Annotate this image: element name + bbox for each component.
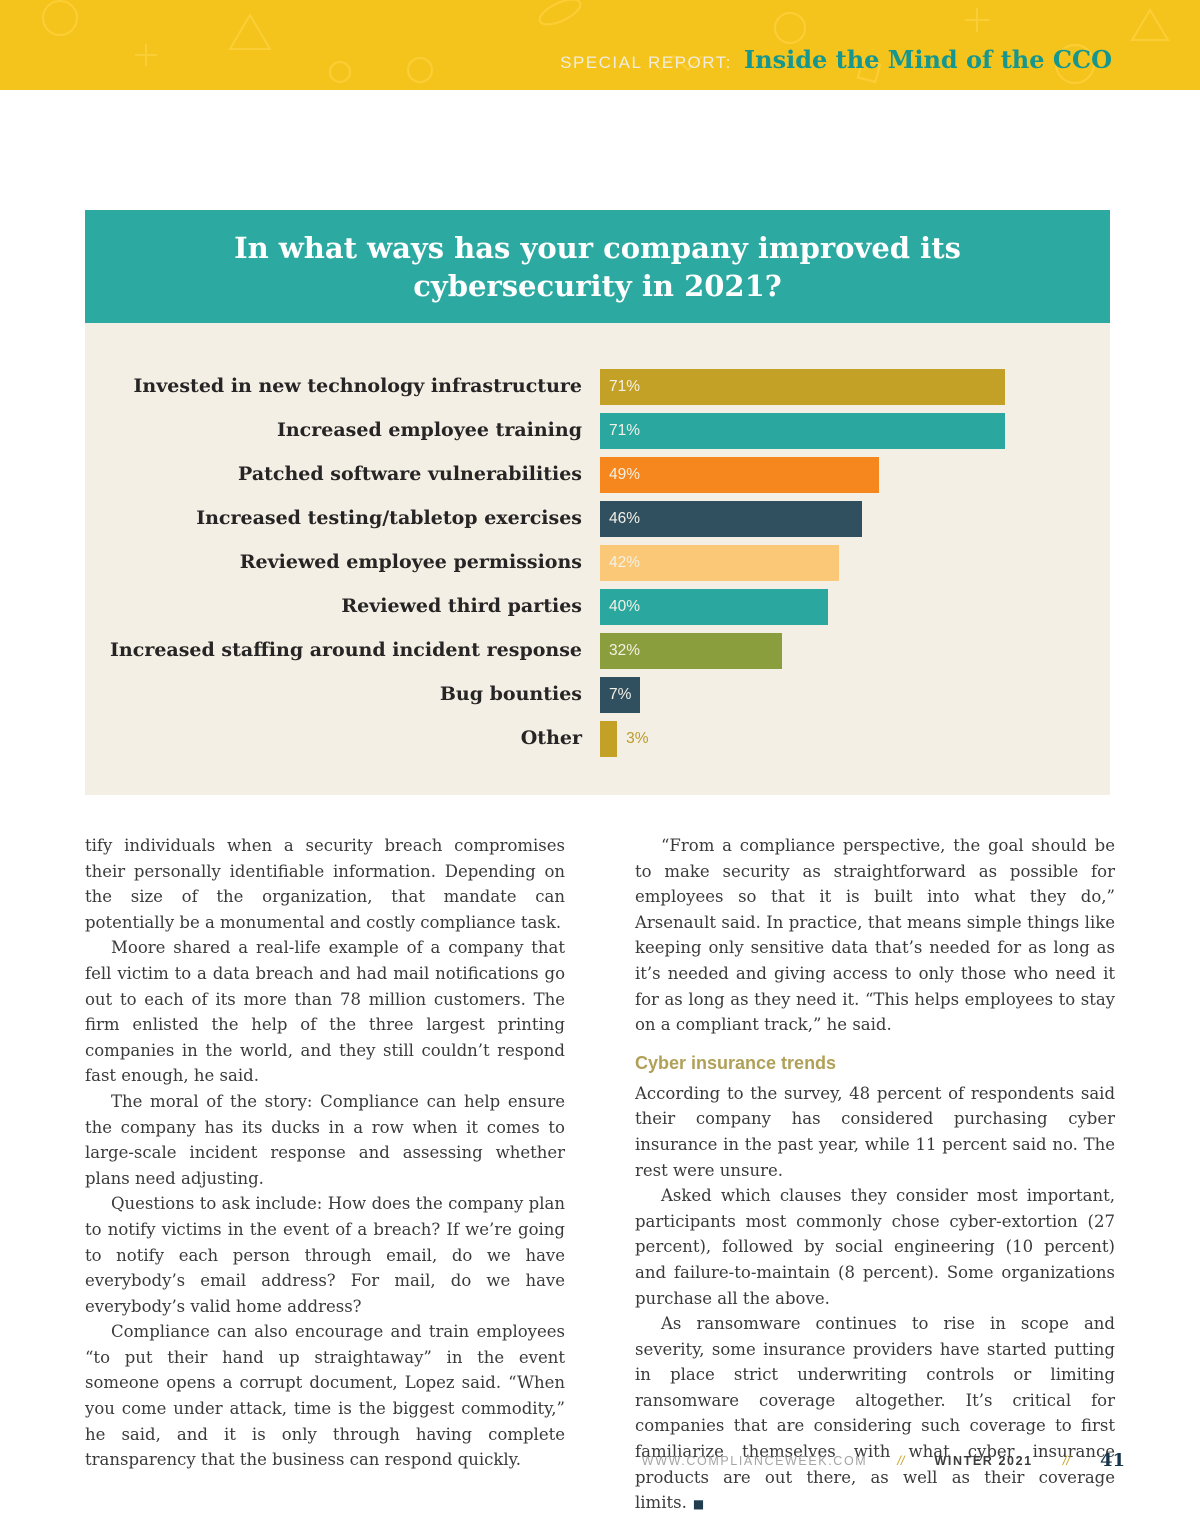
report-kicker: SPECIAL REPORT: — [560, 53, 732, 72]
chart-bar: 40% — [600, 588, 828, 625]
chart-bar: 71% — [600, 412, 1005, 449]
paragraph: “From a compliance perspective, the goal… — [635, 836, 1115, 1035]
chart-row: Invested in new technology infrastructur… — [85, 365, 1110, 409]
paragraph: Asked which clauses they consider most i… — [635, 1186, 1115, 1308]
chart-bar-track: 42% — [600, 544, 1090, 581]
paragraph: Moore shared a real-life example of a co… — [85, 938, 565, 1086]
chart-bar: 71% — [600, 368, 1005, 405]
chart-row: Patched software vulnerabilities 49% — [85, 453, 1110, 497]
chart-value-label: 49% — [609, 465, 641, 483]
top-banner: SPECIAL REPORT: Inside the Mind of the C… — [0, 0, 1200, 90]
article-left-column: tify individuals when a security breach … — [85, 833, 565, 1518]
chart-category-label: Increased staffing around incident respo… — [110, 639, 582, 662]
chart-category-label: Increased employee training — [276, 419, 582, 442]
chart-row: Reviewed third parties 40% — [85, 585, 1110, 629]
chart-value-label: 7% — [609, 685, 632, 703]
chart-category-label: Invested in new technology infrastructur… — [133, 375, 582, 398]
chart-category-label: Increased testing/tabletop exercises — [196, 507, 582, 530]
banner-doodle-pattern — [42, 0, 1170, 84]
footer-separator: // — [897, 1453, 905, 1468]
chart-bar-track: 3% — [600, 720, 1090, 757]
chart-row: Bug bounties 7% — [85, 673, 1110, 717]
article-right-column: “From a compliance perspective, the goal… — [635, 833, 1115, 1518]
page-footer: WWW.COMPLIANCEWEEK.COM // WINTER 2021 //… — [642, 1450, 1125, 1471]
chart-row: Increased testing/tabletop exercises 46% — [85, 497, 1110, 541]
chart-plot-area: Invested in new technology infrastructur… — [85, 322, 1110, 795]
article-end-mark: ■ — [692, 1497, 705, 1512]
chart-value-label: 46% — [609, 509, 641, 527]
chart-value-label: 71% — [609, 377, 641, 395]
footer-issue: WINTER 2021 — [934, 1453, 1033, 1468]
chart-bar-track: 71% — [600, 412, 1090, 449]
chart-bar: 49% — [600, 456, 880, 493]
article-body: tify individuals when a security breach … — [85, 833, 1115, 1518]
chart-category-label: Other — [520, 727, 582, 750]
chart-header: In what ways has your company improved i… — [85, 210, 1110, 323]
report-title: Inside the Mind of the CCO — [743, 45, 1112, 74]
chart-category-label: Bug bounties — [439, 683, 582, 706]
paragraph: According to the survey, 48 percent of r… — [635, 1083, 1115, 1180]
chart-category-label: Reviewed third parties — [341, 595, 582, 618]
chart-bar-track: 71% — [600, 368, 1090, 405]
banner-text: SPECIAL REPORT: Inside the Mind of the C… — [560, 45, 1112, 74]
chart-value-label: 42% — [609, 553, 641, 571]
chart-bar-track: 40% — [600, 588, 1090, 625]
paragraph: Questions to ask include: How does the c… — [85, 1194, 565, 1316]
chart-bar: 46% — [600, 500, 863, 537]
paragraph: tify individuals when a security breach … — [85, 836, 565, 932]
survey-chart: In what ways has your company improved i… — [85, 210, 1110, 795]
chart-bar: 7% — [600, 676, 640, 713]
chart-row: Increased employee training 71% — [85, 409, 1110, 453]
chart-bar: 32% — [600, 632, 783, 669]
footer-page-number: 41 — [1099, 1450, 1125, 1471]
chart-bar-track: 32% — [600, 632, 1090, 669]
chart-value-label: 40% — [609, 597, 641, 615]
chart-bar — [600, 720, 618, 757]
chart-category-label: Reviewed employee permissions — [239, 551, 582, 574]
section-heading: Cyber insurance trends — [635, 1052, 837, 1073]
paragraph: As ransomware continues to rise in scope… — [635, 1311, 1115, 1518]
chart-row: Increased staffing around incident respo… — [85, 629, 1110, 673]
chart-bar-track: 46% — [600, 500, 1090, 537]
chart-bar-track: 49% — [600, 456, 1090, 493]
chart-value-label: 32% — [609, 641, 641, 659]
paragraph: The moral of the story: Compliance can h… — [85, 1091, 565, 1188]
chart-bar: 42% — [600, 544, 840, 581]
chart-category-label: Patched software vulnerabilities — [238, 463, 582, 486]
footer-site-url: WWW.COMPLIANCEWEEK.COM — [641, 1453, 868, 1468]
paragraph-text: As ransomware continues to rise in scope… — [635, 1314, 1115, 1513]
chart-bar-track: 7% — [600, 676, 1090, 713]
paragraph: Compliance can also encourage and train … — [85, 1322, 565, 1470]
footer-separator: // — [1062, 1453, 1070, 1468]
chart-value-label: 71% — [609, 421, 641, 439]
chart-title: In what ways has your company improved i… — [234, 231, 961, 304]
chart-value-label: 3% — [626, 729, 649, 747]
chart-row: Other 3% — [85, 717, 1110, 761]
chart-row: Reviewed employee permissions 42% — [85, 541, 1110, 585]
